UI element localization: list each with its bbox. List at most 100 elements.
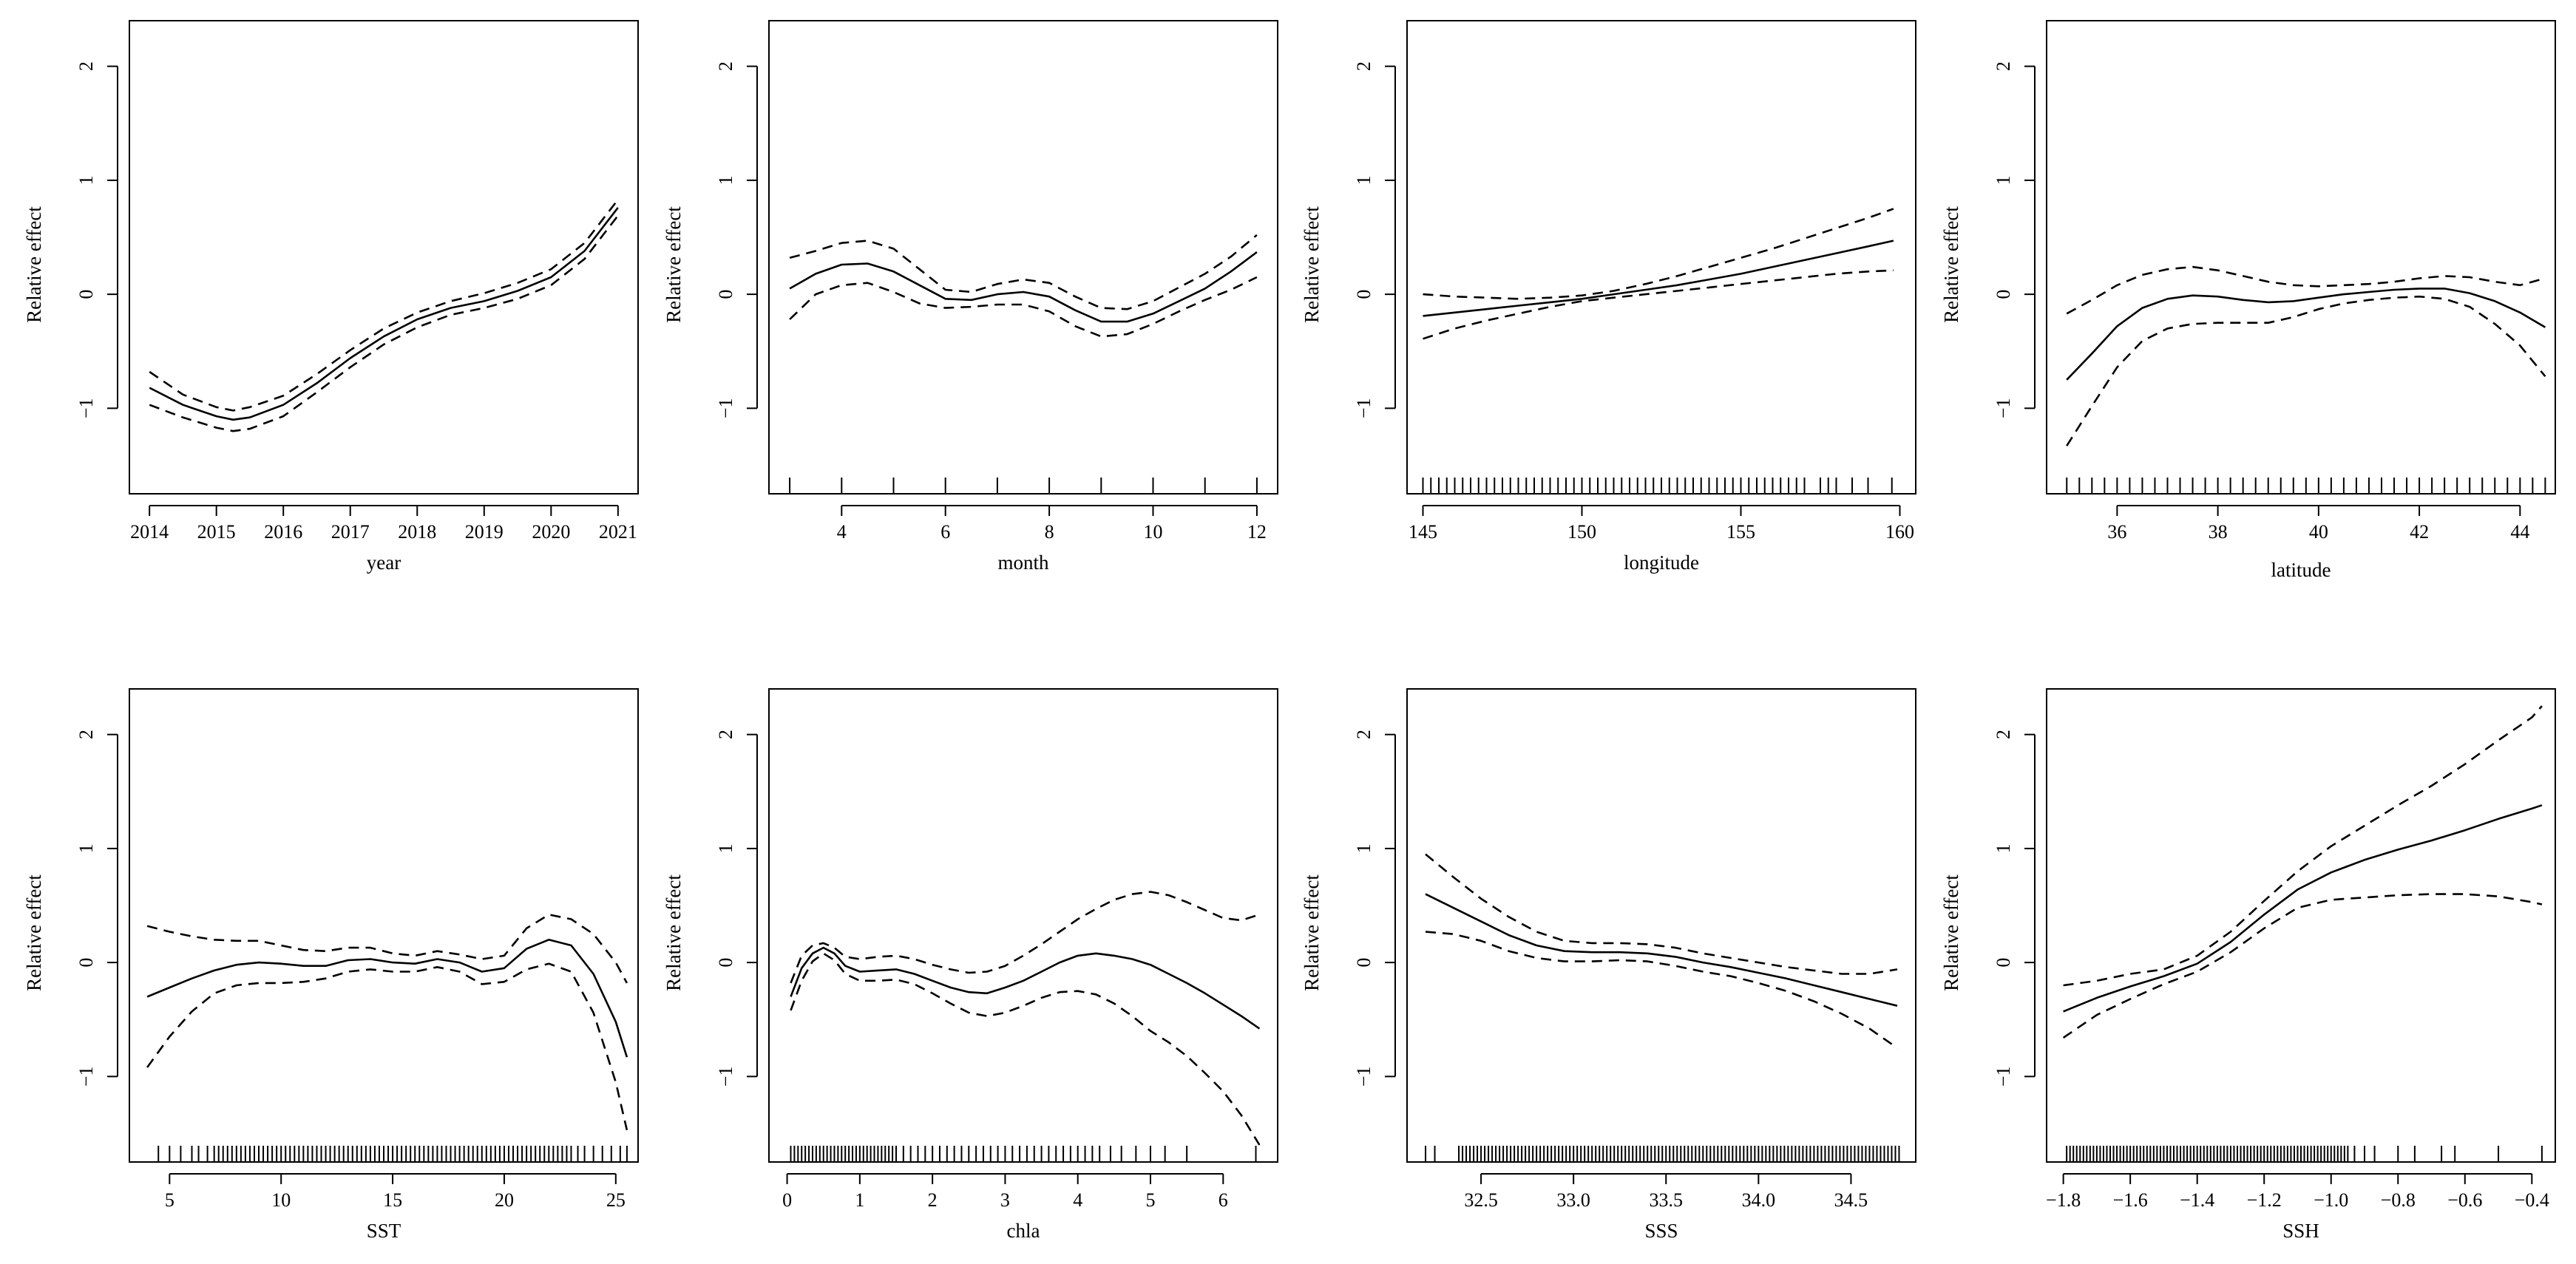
fit-line [2066, 288, 2546, 381]
y-axis-title: Relative effect [662, 206, 685, 323]
x-tick-label: 42 [2410, 521, 2429, 543]
x-tick-label: 2019 [465, 521, 504, 543]
panel-chla: 0 1 2 3 4 5 6 −1 0 1 2 chla Relative effect [662, 688, 1278, 1242]
y-axis-title: Relative effect [23, 874, 45, 991]
x-tick-label: 4 [1073, 1189, 1082, 1211]
x-tick-label: 2021 [599, 521, 637, 543]
x-tick-label: 8 [1045, 521, 1054, 543]
y-tick-label: −1 [715, 398, 736, 419]
y-tick-label: 1 [715, 843, 736, 853]
plot-frame [2046, 20, 2556, 495]
x-tick-label: 150 [1567, 521, 1596, 543]
x-tick-label: 6 [940, 521, 950, 543]
fit-line [790, 946, 1261, 1030]
y-axis-title: Relative effect [1940, 874, 1962, 991]
fit-line [1425, 893, 1898, 1007]
x-tick-label: 2020 [532, 521, 570, 543]
x-axis-title: year [367, 551, 401, 574]
x-axis-title: longitude [1624, 551, 1699, 574]
plot-frame [2046, 688, 2556, 1163]
y-tick-label: 1 [1353, 175, 1375, 185]
y-tick-label: 0 [75, 958, 97, 968]
x-tick-label: 2017 [331, 521, 370, 543]
fit-line [1423, 239, 1894, 317]
x-tick-label: 2015 [197, 521, 236, 543]
panel-longitude: 145 150 155 160 −1 0 1 2 longitude Relative effec… [1301, 20, 1916, 574]
x-tick-label: 10 [271, 1189, 291, 1211]
ci-lower-line [789, 276, 1258, 338]
x-tick-label: 38 [2209, 521, 2228, 543]
ci-upper-line [790, 891, 1260, 984]
x-tick-label: 145 [1409, 521, 1437, 543]
panel-latitude: 36 38 40 42 44 −1 0 1 2 latitude Relative effect [1940, 20, 2556, 581]
y-tick-label: 2 [1993, 730, 2014, 739]
x-axis-title: chla [1007, 1220, 1040, 1242]
y-tick-label: 0 [1993, 958, 2014, 968]
x-tick-label: 36 [2107, 521, 2126, 543]
x-tick-label: 44 [2510, 521, 2529, 543]
x-tick-label: −1.4 [2180, 1189, 2214, 1211]
x-tick-label: 40 [2309, 521, 2328, 543]
x-tick-label: 33.5 [1650, 1189, 1684, 1211]
x-axis-title: SSS [1644, 1220, 1678, 1242]
fit-line [146, 939, 628, 1058]
y-tick-label: 0 [715, 290, 736, 299]
x-tick-label: 32.5 [1464, 1189, 1498, 1211]
x-tick-label: 0 [782, 1189, 792, 1211]
x-axis-title: SST [367, 1220, 401, 1242]
x-tick-label: −0.4 [2515, 1189, 2549, 1211]
ci-lower-line [2066, 295, 2546, 446]
y-tick-label: 1 [715, 175, 736, 185]
x-tick-label: 34.5 [1834, 1189, 1868, 1211]
y-axis-title: Relative effect [1940, 206, 1962, 323]
plot-frame [129, 20, 639, 495]
x-tick-label: −0.8 [2381, 1189, 2416, 1211]
x-tick-label: 5 [1146, 1189, 1156, 1211]
panel-year: 2014 2015 2016 2017 2018 2019 2020 2021 −1 0 1 2 yea… [23, 20, 639, 574]
x-tick-label: 155 [1726, 521, 1755, 543]
x-tick-label: 3 [1000, 1189, 1010, 1211]
x-tick-label: 2014 [130, 521, 169, 543]
x-tick-label: 2016 [264, 521, 302, 543]
y-axis-title: Relative effect [1301, 206, 1323, 323]
y-tick-label: −1 [75, 398, 97, 419]
fit-line [789, 251, 1258, 323]
y-axis-title: Relative effect [662, 874, 685, 991]
y-tick-label: 2 [1353, 730, 1375, 739]
x-axis-title: month [997, 551, 1049, 574]
ci-lower-line [1423, 269, 1894, 340]
y-tick-label: 1 [75, 843, 97, 853]
plot-frame [1406, 688, 1916, 1163]
x-tick-label: 33.0 [1556, 1189, 1590, 1211]
ci-lower-line [146, 962, 628, 1131]
x-tick-label: 25 [606, 1189, 626, 1211]
x-tick-label: 20 [495, 1189, 514, 1211]
plot-frame [1406, 20, 1916, 495]
ci-lower-line [790, 952, 1261, 1146]
x-tick-label: 10 [1144, 521, 1163, 543]
y-tick-label: 0 [1353, 958, 1375, 968]
y-tick-label: −1 [715, 1067, 736, 1087]
fit-line [149, 207, 619, 421]
panel-sss: 32.5 33.0 33.5 34.0 34.5 −1 0 1 2 SSS Relative eff… [1301, 688, 1916, 1242]
x-tick-label: 6 [1218, 1189, 1228, 1211]
y-tick-label: −1 [1353, 398, 1375, 419]
x-axis-title: latitude [2271, 559, 2331, 581]
y-axis-title: Relative effect [1301, 874, 1323, 991]
plot-frame [768, 20, 1278, 495]
panel-sst: 5 10 15 20 25 −1 0 1 2 SST Relative effect [23, 688, 639, 1242]
x-tick-label: 12 [1247, 521, 1267, 543]
ci-upper-line [149, 199, 619, 412]
y-tick-label: 2 [75, 61, 97, 71]
y-tick-label: 0 [715, 958, 736, 968]
y-tick-label: −1 [75, 1067, 97, 1087]
x-tick-label: −1.8 [2046, 1189, 2081, 1211]
x-tick-label: 2018 [398, 521, 436, 543]
ci-lower-line [1425, 931, 1898, 1049]
y-tick-label: 1 [1993, 175, 2014, 185]
plot-frame [768, 688, 1278, 1163]
y-tick-label: −1 [1993, 398, 2014, 419]
ci-upper-line [2066, 265, 2546, 315]
